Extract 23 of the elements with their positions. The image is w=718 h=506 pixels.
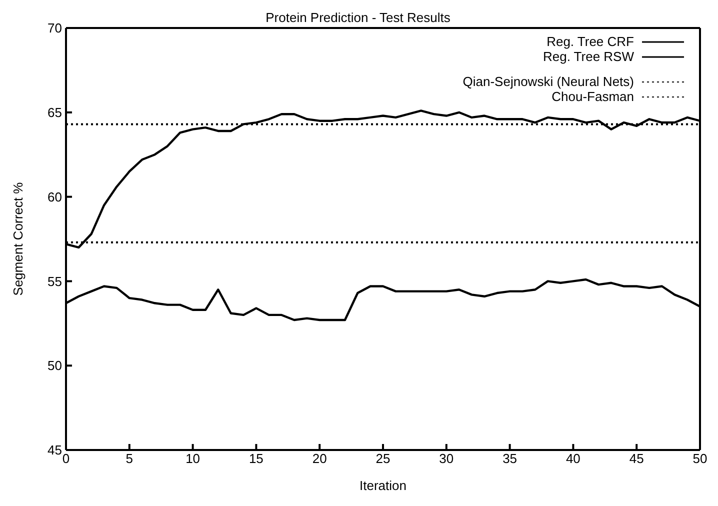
x-axis-title: Iteration xyxy=(360,478,406,493)
legend-label: Qian-Sejnowski (Neural Nets) xyxy=(462,74,634,89)
chart-title: Protein Prediction - Test Results xyxy=(266,10,450,25)
y-tick-label: 65 xyxy=(48,105,62,120)
y-tick-label: 50 xyxy=(48,358,62,374)
x-tick-label: 10 xyxy=(186,451,200,466)
legend-label: Reg. Tree RSW xyxy=(542,49,634,64)
y-tick-label: 55 xyxy=(48,274,62,289)
y-tick-label: 60 xyxy=(48,189,62,204)
x-tick-label: 45 xyxy=(629,451,644,466)
x-tick-label: 50 xyxy=(692,451,708,466)
x-tick-label: 35 xyxy=(502,451,518,466)
x-tick-label: 25 xyxy=(376,451,390,466)
legend-label: Chou-Fasman xyxy=(552,89,634,104)
x-tick-label: 30 xyxy=(439,451,454,466)
y-tick-label: 70 xyxy=(48,20,62,36)
x-tick-label: 5 xyxy=(126,451,134,466)
legend-label: Reg. Tree CRF xyxy=(546,34,634,49)
x-tick-label: 40 xyxy=(566,451,580,466)
x-tick-label: 20 xyxy=(312,451,327,466)
x-tick-label: 0 xyxy=(62,451,70,466)
x-tick-label: 15 xyxy=(248,451,264,466)
y-axis-title: Segment Correct % xyxy=(10,182,26,296)
